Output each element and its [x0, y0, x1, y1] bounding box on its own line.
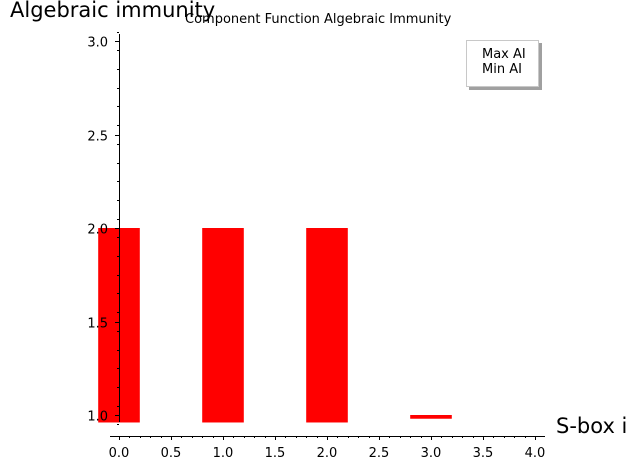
y-axis-label: Algebraic immunity	[10, 0, 216, 22]
bar-0	[98, 228, 140, 423]
y-tick-label-4: 3.0	[87, 36, 108, 51]
legend: Max AI Min AI	[466, 40, 539, 87]
bar-3	[410, 415, 452, 419]
x-tick-label-7: 3.5	[473, 446, 494, 461]
legend-entry-min-ai: Min AI	[482, 62, 522, 77]
legend-entry-max-ai: Max AI	[482, 47, 526, 62]
x-tick-label-3: 1.5	[265, 446, 286, 461]
bars-group	[98, 228, 452, 423]
x-tick-label-2: 1.0	[213, 446, 234, 461]
x-tick-label-8: 4.0	[525, 446, 546, 461]
x-tick-label-5: 2.5	[369, 446, 390, 461]
y-tick-label-2: 2.0	[87, 223, 108, 238]
x-axis-label: S-box i	[556, 414, 628, 438]
y-tick-label-3: 2.5	[87, 130, 108, 145]
x-tick-label-0: 0.0	[109, 446, 130, 461]
x-tick-label-1: 0.5	[161, 446, 182, 461]
axes-group: 0.0 0.5 1.0 1.5 2.0 2.5 3.0 3.5 4.0 1.0 1.5 2.0 2.5 3…	[87, 32, 546, 461]
x-tick-label-6: 3.0	[421, 446, 442, 461]
chart-title: Component Function Algebraic Immunity	[185, 12, 452, 27]
y-tick-label-0: 1.0	[87, 410, 108, 425]
x-tick-label-4: 2.0	[317, 446, 338, 461]
bar-1	[202, 228, 244, 423]
y-tick-label-1: 1.5	[87, 317, 108, 332]
bar-2	[306, 228, 348, 423]
